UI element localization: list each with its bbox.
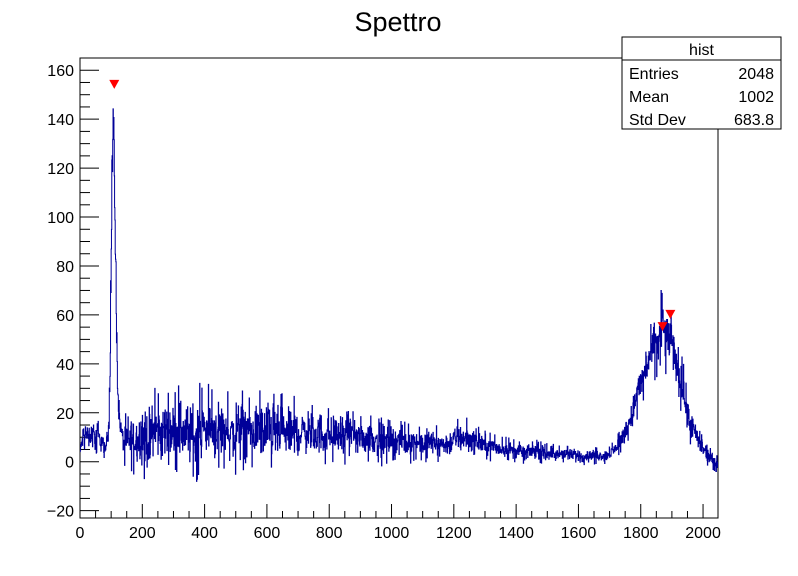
y-tick-label: 160	[47, 63, 74, 80]
peak-markers	[109, 79, 676, 332]
y-tick-label: −20	[47, 504, 74, 521]
y-tick-label: 140	[47, 112, 74, 129]
y-tick-label: 20	[56, 406, 74, 423]
y-tick-label: 60	[56, 308, 74, 325]
y-tick-label: 120	[47, 161, 74, 178]
chart-title: Spettro	[354, 7, 441, 37]
y-tick-label: 100	[47, 210, 74, 227]
peak-marker	[109, 79, 120, 89]
x-tick-label: 1200	[436, 525, 472, 542]
stats-box-title: hist	[689, 42, 714, 59]
stats-stddev-label: Std Dev	[629, 112, 686, 129]
plot-frame	[79, 57, 719, 519]
stats-box: hist Entries 2048 Mean 1002 Std Dev 683.…	[621, 36, 782, 130]
x-tick-label: 200	[129, 525, 156, 542]
stats-stddev-value: 683.8	[734, 112, 774, 129]
stats-entries-value: 2048	[738, 66, 774, 83]
stats-box-frame	[621, 36, 782, 130]
x-tick-label: 600	[254, 525, 281, 542]
x-tick-label: 1000	[374, 525, 410, 542]
y-tick-label: 0	[65, 455, 74, 472]
y-tick-label: 80	[56, 259, 74, 276]
y-tick-label: 40	[56, 357, 74, 374]
x-tick-label: 400	[191, 525, 218, 542]
stats-mean-value: 1002	[738, 89, 774, 106]
x-tick-label: 1400	[498, 525, 534, 542]
stats-entries-label: Entries	[629, 66, 679, 83]
axes: 0 200 400 600 800 1000 1200 1400 1600 1800 2000−20…	[47, 57, 721, 542]
histogram-series	[80, 108, 718, 482]
x-tick-label: 800	[316, 525, 343, 542]
x-tick-label: 2000	[685, 525, 721, 542]
x-tick-label: 1600	[561, 525, 597, 542]
peak-marker	[657, 322, 668, 332]
stats-mean-label: Mean	[629, 89, 669, 106]
x-tick-label: 0	[76, 525, 85, 542]
histogram-line	[80, 108, 718, 482]
x-tick-label: 1800	[623, 525, 659, 542]
peak-marker	[665, 309, 676, 319]
